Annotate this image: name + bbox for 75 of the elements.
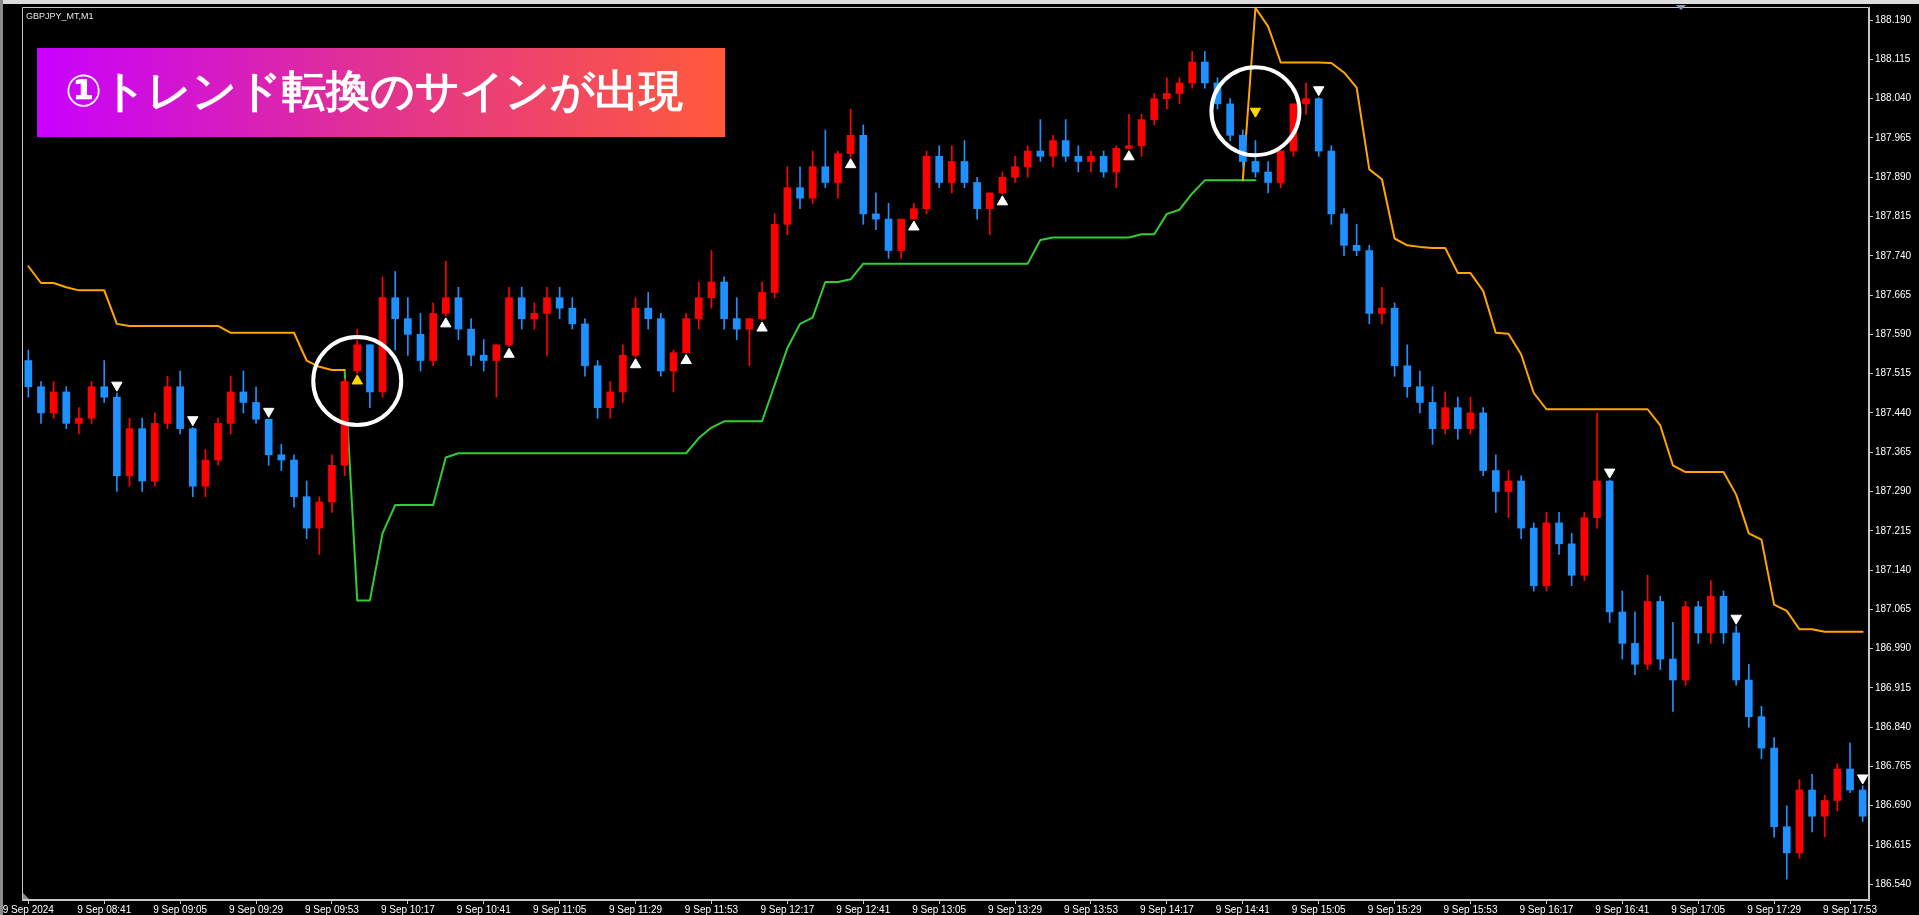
y-tick-label: 187.890 [1875,170,1912,182]
x-tick-label: 9 Sep 2024 [2,903,55,915]
y-tick-label: 187.065 [1875,603,1912,615]
x-tick-label: 9 Sep 10:41 [456,903,512,915]
y-tick-label: 187.965 [1875,131,1912,143]
point [262,407,275,418]
y-tick-label: 186.915 [1875,681,1912,693]
y-tick-label: 186.840 [1875,720,1912,732]
x-tick-label: 9 Sep 13:05 [912,903,967,915]
x-tick-label: 9 Sep 12:17 [760,903,815,915]
candlestick [1125,114,1133,150]
text: ①トレンド転換のサインが出現 [65,64,684,116]
point [844,158,857,169]
x-tick-label: 9 Sep 15:29 [1367,903,1422,915]
x-tick-label: 9 Sep 08:41 [77,903,132,915]
chart-subtitle: GBPJPY_MT,M1 [26,10,94,21]
x-tick-label: 9 Sep 13:29 [988,903,1043,915]
x-tick-label: 9 Sep 15:53 [1443,903,1498,915]
candlestick [1378,286,1386,325]
candlestick [1302,82,1310,115]
point [756,321,768,332]
point [1730,614,1742,625]
candlestick [1163,77,1171,110]
point [629,358,642,369]
x-tick-label: 9 Sep 17:05 [1671,903,1726,915]
point [503,347,515,358]
y-tick-label: 188.040 [1875,92,1912,104]
point [680,354,692,365]
y-tick-label: 187.815 [1875,210,1912,222]
y-tick-label: 186.540 [1875,878,1912,890]
y-tick-label: 187.665 [1875,288,1912,300]
point [996,195,1009,206]
y-tick-label: 186.615 [1875,838,1912,850]
y-tick-label: 186.690 [1875,799,1912,811]
y-tick-label: 187.515 [1875,367,1912,379]
y-tick-label: 187.365 [1875,445,1912,457]
x-tick-label: 9 Sep 17:53 [1823,903,1878,915]
x-tick-label: 9 Sep 16:17 [1519,903,1574,915]
y-tick-label: 187.290 [1875,485,1912,497]
candlestick [732,297,741,340]
x-tick-label: 9 Sep 09:53 [304,903,360,915]
x-tick-label: 9 Sep 10:17 [380,903,436,915]
point [351,374,363,385]
candlestick [1669,622,1677,712]
x-tick-label: 9 Sep 17:29 [1747,903,1802,915]
point [111,381,123,392]
x-tick-label: 9 Sep 11:05 [533,903,587,915]
point [1603,468,1616,479]
point [440,317,452,328]
x-tick-label: 9 Sep 11:29 [608,903,663,915]
point [908,220,920,231]
point [1123,150,1135,161]
x-tick-label: 9 Sep 11:53 [684,903,739,915]
y-tick-label: 186.990 [1875,642,1912,654]
x-tick-label: 9 Sep 13:53 [1064,903,1119,915]
candlestick [479,339,488,372]
candlestick [543,286,551,356]
y-tick-label: 188.190 [1875,13,1912,25]
point [187,416,199,427]
point [1856,774,1869,785]
x-tick-label: 9 Sep 15:05 [1291,903,1347,915]
y-tick-label: 186.765 [1875,760,1912,772]
y-tick-label: 187.440 [1875,406,1912,418]
y-tick-label: 187.215 [1875,524,1912,536]
x-tick-label: 9 Sep 09:29 [229,903,284,915]
x-tick-label: 9 Sep 14:41 [1215,903,1271,915]
y-tick-label: 187.140 [1875,563,1912,575]
y-tick-label: 187.590 [1875,328,1912,340]
x-tick-label: 9 Sep 12:41 [836,903,891,915]
x-tick-label: 9 Sep 16:41 [1595,903,1650,915]
y-tick-label: 187.740 [1875,249,1912,261]
x-tick-label: 9 Sep 14:17 [1139,903,1195,915]
x-tick-label: 9 Sep 09:05 [153,903,208,915]
candlestick [75,407,83,435]
y-tick-label: 188.115 [1875,53,1911,65]
